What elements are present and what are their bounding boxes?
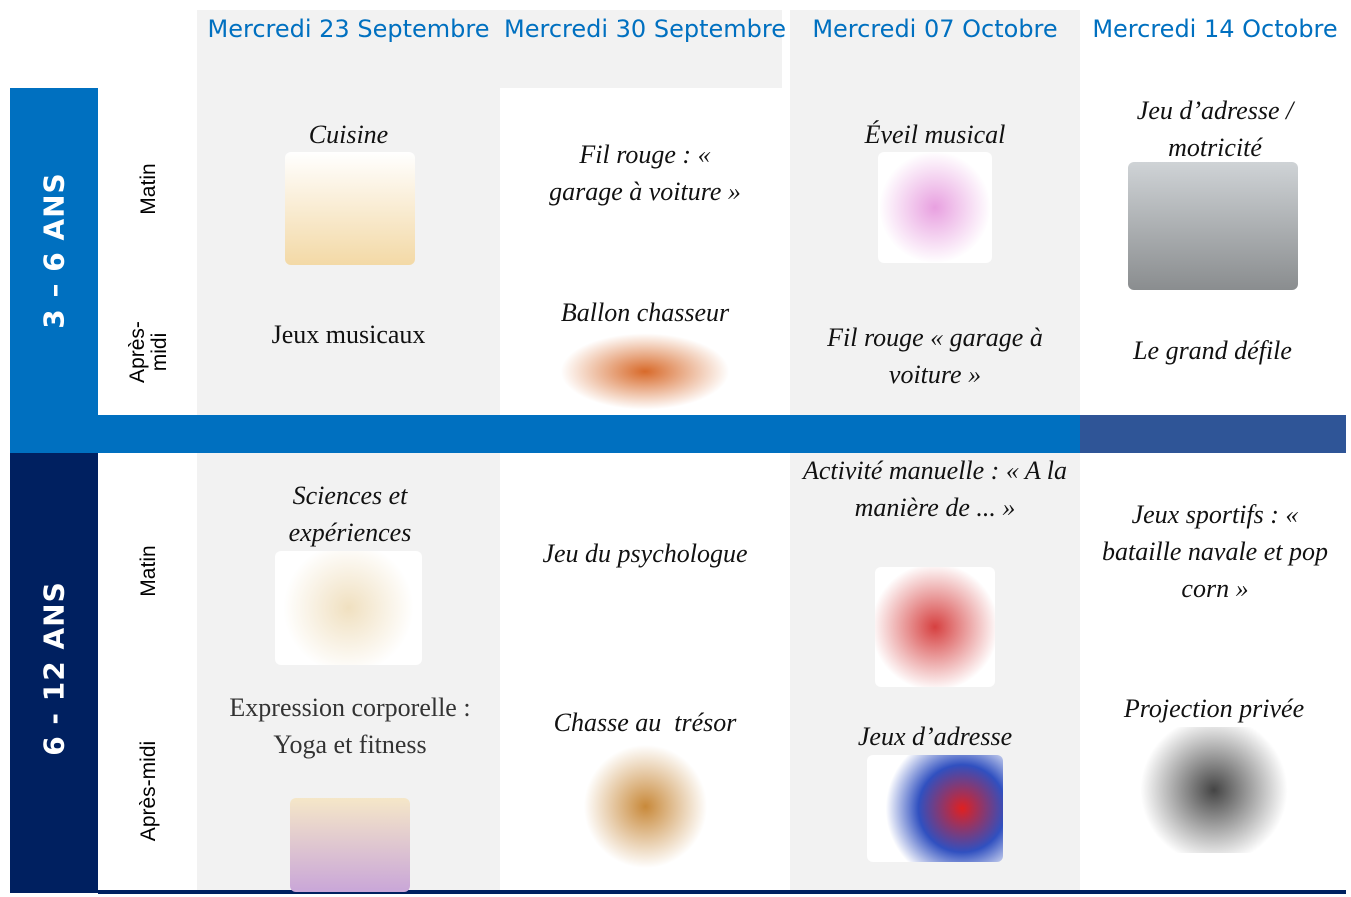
day-header: Mercredi 07 Octobre	[812, 15, 1058, 43]
activity: Jeux d’adresse	[857, 722, 1013, 751]
image	[560, 333, 730, 410]
activity: Projection privée	[1123, 694, 1305, 723]
period-label: Après-midi	[126, 321, 171, 383]
activity: Ballon chasseur	[560, 298, 730, 327]
image	[867, 755, 1003, 862]
header-bg	[500, 10, 782, 88]
activity: Cuisine	[308, 120, 389, 149]
period-label: Matin	[137, 545, 160, 597]
day-header: Mercredi 30 Septembre	[504, 15, 786, 43]
image	[878, 152, 992, 263]
activity: Fil rouge « garage à voiture »	[827, 323, 1050, 389]
image	[578, 740, 713, 873]
image	[1128, 162, 1298, 290]
activity: Expression corporelle : Yoga et fitness	[229, 693, 477, 759]
activity: Sciences et expériences	[288, 481, 414, 547]
separator	[10, 415, 1080, 453]
activity: Chasse au trésor	[553, 708, 737, 737]
image	[285, 152, 415, 265]
period-label: Matin	[137, 163, 160, 215]
age-band	[10, 88, 98, 415]
separator	[1080, 415, 1346, 453]
activity: Activité manuelle : « A la manière de ..…	[802, 456, 1068, 522]
day-header: Mercredi 23 Septembre	[207, 15, 490, 43]
activity: Jeux sportifs : « bataille navale et pop…	[1101, 500, 1335, 603]
bottom-line	[98, 890, 1346, 894]
age-band	[10, 453, 98, 893]
age-label: 6 - 12 ANS	[37, 581, 71, 756]
period-label: Après-midi	[137, 740, 160, 842]
activity: Jeu d’adresse / motricité	[1136, 96, 1300, 162]
activity: Jeu du psychologue	[542, 539, 748, 568]
activity: Fil rouge : « garage à voiture »	[549, 140, 741, 206]
activity: Jeux musicaux	[271, 320, 426, 349]
image	[275, 551, 422, 665]
image	[290, 798, 410, 892]
activity: Le grand défile	[1133, 336, 1292, 365]
image	[1130, 727, 1298, 853]
day-header: Mercredi 14 Octobre	[1092, 15, 1338, 43]
activity: Éveil musical	[864, 120, 1006, 149]
image	[875, 567, 995, 687]
age-label: 3 – 6 ANS	[37, 172, 71, 329]
